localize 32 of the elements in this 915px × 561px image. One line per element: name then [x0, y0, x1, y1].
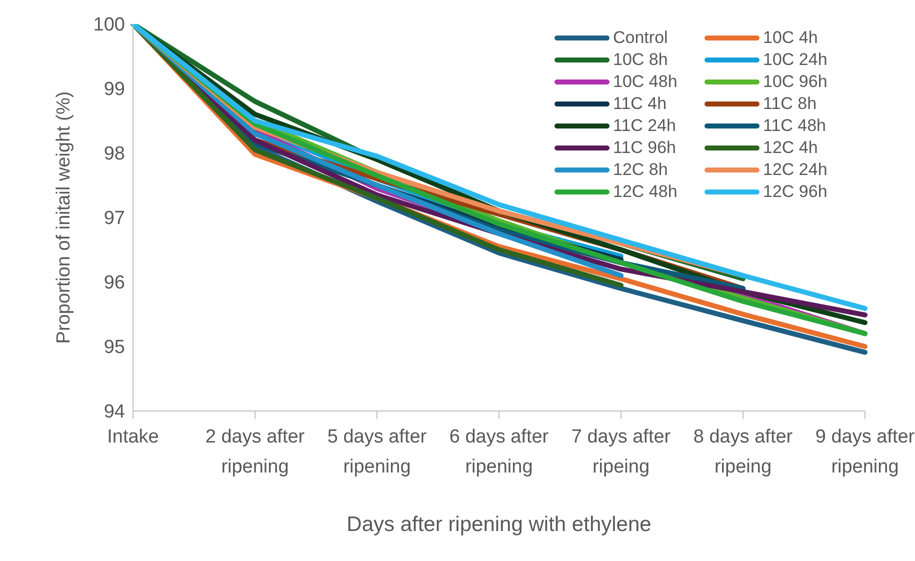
y-tick-label: 98 — [104, 144, 125, 165]
legend-label: 12C 24h — [763, 160, 828, 180]
legend-label: 11C 24h — [613, 116, 676, 136]
y-tick-label: 96 — [104, 272, 125, 294]
x-tick-label: 9 days after ripening — [815, 426, 915, 478]
y-tick-label: 97 — [104, 208, 125, 230]
legend-label: 12C 4h — [763, 138, 818, 158]
y-tick-label: 99 — [104, 79, 125, 100]
legend-label: 10C 96h — [763, 72, 828, 92]
x-tick-label: Intake — [107, 426, 159, 448]
y-tick-label: 94 — [104, 402, 126, 423]
legend-label: 12C 8h — [613, 160, 668, 180]
y-tick-label: 100 — [93, 14, 125, 36]
legend-label: 10C 24h — [763, 50, 828, 70]
legend-label: Control — [613, 28, 668, 48]
x-tick-label: 2 days after ripening — [205, 426, 306, 478]
legend-label: 12C 96h — [763, 182, 828, 202]
x-tick-label: 7 days after ripeing — [571, 426, 672, 478]
x-tick-label: 6 days after ripening — [449, 426, 550, 478]
legend-label: 11C 48h — [763, 116, 826, 136]
x-tick-label: 5 days after ripening — [327, 426, 428, 478]
legend-label: 10C 4h — [763, 28, 818, 48]
legend-label: 12C 48h — [613, 182, 678, 202]
legend-label: 11C 96h — [613, 138, 676, 158]
y-axis-title: Proportion of initail weight (%) — [54, 91, 75, 344]
x-tick-label: 8 days after ripeing — [693, 426, 794, 478]
legend-label: 10C 8h — [613, 50, 668, 70]
legend-label: 11C 8h — [763, 94, 817, 114]
legend-label: 11C 4h — [613, 94, 667, 114]
y-tick-label: 95 — [104, 337, 125, 358]
x-axis-title: Days after ripening with ethylene — [346, 513, 652, 536]
legend-label: 10C 48h — [613, 72, 678, 92]
